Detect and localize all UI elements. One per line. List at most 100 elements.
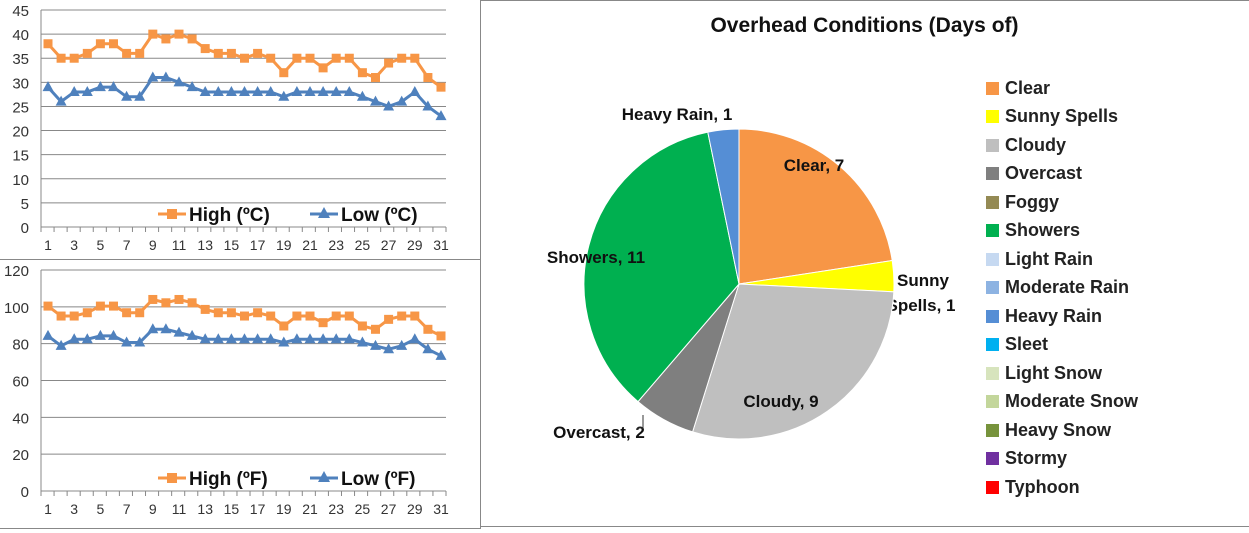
data-point <box>109 301 118 311</box>
data-point <box>121 90 133 101</box>
x-tick-label: 1 <box>44 501 52 517</box>
x-tick-label: 5 <box>97 237 105 253</box>
data-point <box>397 53 407 63</box>
data-point <box>356 90 368 101</box>
data-point <box>173 76 185 87</box>
data-point <box>370 95 381 106</box>
legend-swatch <box>986 423 999 437</box>
legend-swatch <box>986 309 999 323</box>
data-point <box>371 73 380 83</box>
x-tick-label: 23 <box>328 237 344 253</box>
data-point <box>55 95 67 106</box>
y-tick-label: 5 <box>21 196 29 213</box>
data-point <box>343 333 355 344</box>
data-point <box>173 326 185 337</box>
pie-data-label: Overcast, 2 <box>553 423 645 442</box>
data-point <box>265 333 277 344</box>
data-point <box>225 85 237 96</box>
data-point <box>436 82 446 92</box>
data-point <box>304 333 316 344</box>
legend-item: Moderate Rain <box>986 274 1138 303</box>
legend-marker <box>318 207 330 218</box>
data-point <box>42 329 54 340</box>
data-point <box>384 314 394 324</box>
data-point <box>135 48 145 58</box>
legend-item: Foggy <box>986 188 1138 217</box>
x-tick-label: 3 <box>70 501 78 517</box>
data-point <box>344 53 354 63</box>
pie-slice-showers <box>583 131 740 403</box>
data-point <box>213 48 223 58</box>
data-point <box>304 85 316 96</box>
x-tick-label: 17 <box>250 237 266 253</box>
y-tick-label: 40 <box>12 27 29 44</box>
legend-label: Typhoon <box>1005 476 1080 497</box>
data-point <box>226 308 236 318</box>
data-point <box>69 311 79 321</box>
data-point <box>135 308 145 318</box>
data-point <box>317 333 329 344</box>
pie-data-label: Cloudy, 9 <box>743 392 818 411</box>
legend-swatch <box>986 452 999 466</box>
data-point <box>318 318 328 328</box>
legend-item: Typhoon <box>986 473 1138 502</box>
data-point <box>239 85 250 96</box>
data-point <box>81 333 93 344</box>
x-tick-label: 11 <box>172 501 187 517</box>
data-point <box>397 311 407 321</box>
data-point <box>239 333 250 344</box>
y-tick-label: 20 <box>12 447 29 464</box>
data-point <box>370 339 381 350</box>
legend-label: Moderate Snow <box>1005 391 1139 412</box>
legend-item: Stormy <box>986 445 1138 474</box>
data-point <box>68 333 80 344</box>
x-tick-label: 25 <box>355 237 371 253</box>
legend-label: Overcast <box>1005 163 1083 184</box>
data-point <box>121 336 133 347</box>
data-point <box>109 39 118 49</box>
pie-data-label: Heavy Rain, 1 <box>622 105 733 124</box>
legend-label: Cloudy <box>1005 134 1066 155</box>
y-tick-label: 35 <box>12 51 29 68</box>
legend-label: Heavy Snow <box>1005 419 1112 440</box>
data-point <box>94 329 106 340</box>
data-point <box>357 68 367 78</box>
legend-label: Showers <box>1005 220 1081 241</box>
data-point <box>122 308 132 318</box>
legend-label: High (ºF) <box>189 469 268 490</box>
data-point <box>199 85 211 96</box>
data-point <box>212 333 224 344</box>
legend-item: Moderate Snow <box>986 388 1138 417</box>
data-point <box>291 333 303 344</box>
y-tick-label: 0 <box>21 220 29 237</box>
fahrenheit-chart-panel: 0 20 40 60 80 100 120 1 3 5 7 9 11 13 15 17 19 21 23 25 27 29… <box>0 259 481 529</box>
data-point <box>278 336 290 347</box>
data-point <box>94 81 106 92</box>
data-point <box>147 323 159 334</box>
x-tick-label: 31 <box>433 237 449 253</box>
data-point <box>384 58 394 68</box>
data-point <box>82 48 92 58</box>
data-point <box>225 333 237 344</box>
legend-swatch <box>986 480 999 494</box>
data-point <box>81 85 93 96</box>
y-tick-label: 40 <box>12 410 29 427</box>
data-point <box>43 39 53 49</box>
data-point <box>422 100 434 111</box>
pie-slice-cloudy <box>691 283 895 440</box>
data-point <box>226 48 236 58</box>
data-point <box>343 85 355 96</box>
x-tick-label: 21 <box>302 501 318 517</box>
data-point <box>279 321 289 331</box>
legend-swatch <box>986 138 999 152</box>
pie-chart-panel: Clear, 7 Sunny Spells, 1 Cloudy, 9 Overcast,… <box>480 0 1249 527</box>
legend-label: Moderate Rain <box>1005 277 1130 298</box>
legend-marker <box>167 473 177 483</box>
legend-item: Overcast <box>986 160 1138 189</box>
data-point <box>108 81 119 92</box>
legend-swatch <box>986 195 999 209</box>
y-tick-label: 80 <box>12 337 29 354</box>
legend-label: Clear <box>1005 77 1051 98</box>
legend-swatch <box>986 366 999 380</box>
